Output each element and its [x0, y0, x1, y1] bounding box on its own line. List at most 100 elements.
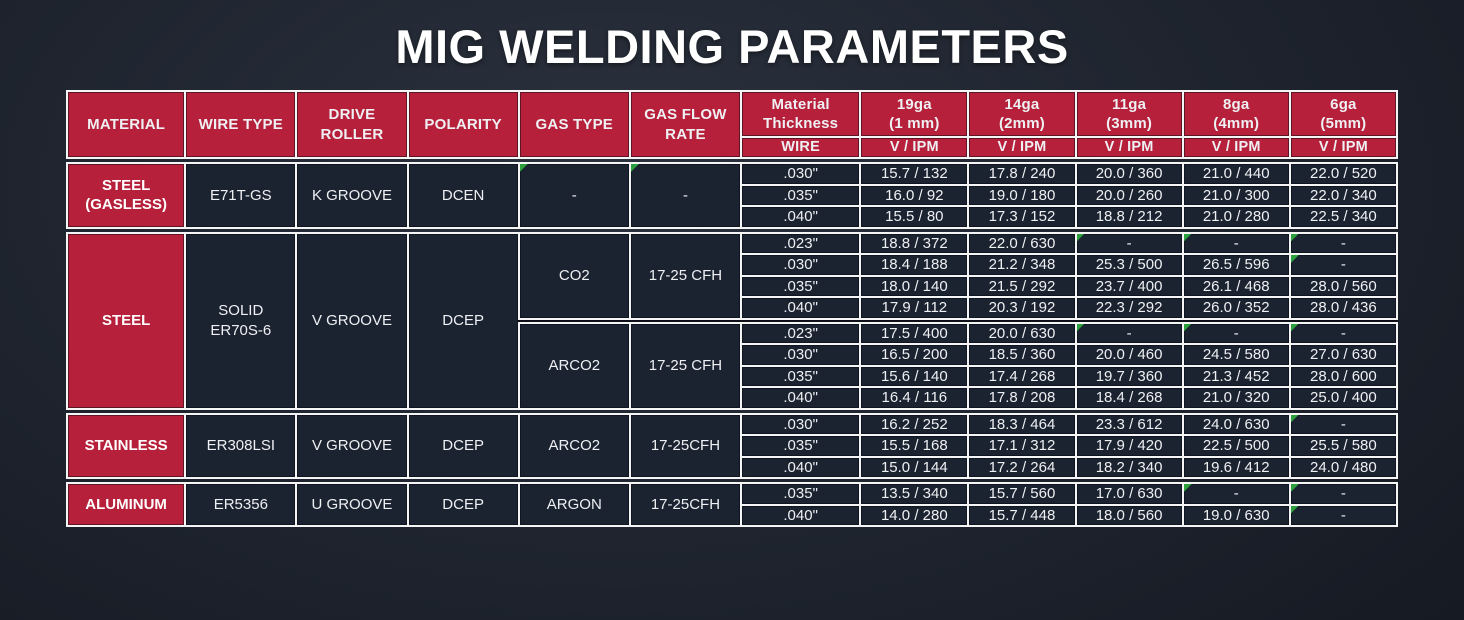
table-row: STEEL SOLID ER70S-6 V GROOVE DCEP CO2 17-25 C…: [65, 231, 1399, 410]
table-row: .040" 16.4 / 116 17.8 / 208 18.4 / 268 21.0 …: [67, 386, 1399, 410]
wire-type-cell: ER5356: [184, 482, 298, 528]
value-cell: 16.0 / 92: [859, 183, 970, 208]
value-cell: 27.0 / 630: [1288, 343, 1399, 367]
value-cell: 22.0 / 630: [967, 231, 1077, 256]
page: MIG WELDING PARAMETERS MATERIAL WIRE TYPE…: [0, 20, 1464, 528]
wire-size-cell: .035": [740, 434, 862, 458]
value-cell: 23.3 / 612: [1074, 412, 1184, 437]
table-row: ALUMINUM ER5356 U GROOVE DCEP ARGON 17-25CFH.…: [65, 482, 1399, 528]
section-steel: STEEL SOLID ER70S-6 V GROOVE DCEP CO2 17-25 C…: [65, 231, 1399, 410]
value-cell: 16.5 / 200: [859, 343, 970, 367]
value-cell: 22.0 / 520: [1288, 162, 1399, 186]
value-cell: 26.1 / 468: [1181, 274, 1291, 299]
value-cell: -: [1288, 482, 1399, 506]
value-cell: 18.4 / 188: [859, 253, 970, 277]
value-cell: 26.5 / 596: [1181, 253, 1291, 277]
value-cell: 24.0 / 630: [1181, 412, 1291, 437]
col-subheader-v-ipm: V / IPM: [1288, 136, 1399, 160]
value-cell: 15.5 / 80: [859, 205, 970, 229]
value-cell: 16.2 / 252: [859, 412, 970, 437]
value-cell: 17.1 / 312: [967, 434, 1077, 458]
col-header-material-thickness: Material Thickness: [740, 90, 862, 139]
value-cell: 18.2 / 340: [1074, 455, 1184, 480]
col-header-wire-type: WIRE TYPE: [184, 90, 298, 160]
wire-size-cell: .023": [740, 231, 862, 256]
flow-rate-cell: 17-25 CFH: [628, 317, 743, 410]
value-cell: 15.7 / 448: [967, 503, 1077, 528]
value-cell: 22.3 / 292: [1074, 296, 1184, 322]
note-marker-icon: [1291, 326, 1299, 332]
wire-size-cell: .030": [740, 343, 862, 367]
value-cell: 17.9 / 112: [859, 296, 970, 322]
page-title: MIG WELDING PARAMETERS: [395, 20, 1069, 73]
drive-roller-cell: V GROOVE: [295, 231, 409, 410]
drive-roller-cell: U GROOVE: [295, 482, 409, 528]
col-header-14ga: 14ga (2mm): [967, 90, 1077, 139]
value-cell: 18.8 / 212: [1074, 205, 1184, 229]
col-subheader-v-ipm: V / IPM: [859, 136, 970, 160]
table-row: ARCO2 17-25 CFH .023" 17.5 / 400 20.0 / 630-…: [67, 317, 1399, 410]
col-header-11ga: 11ga (3mm): [1074, 90, 1184, 139]
gas-type-cell: ARCO2: [517, 317, 631, 410]
value-cell: 17.8 / 208: [967, 386, 1077, 410]
value-cell: 18.8 / 372: [859, 231, 970, 256]
value-cell: 19.0 / 630: [1181, 503, 1291, 528]
value-cell: -: [1288, 231, 1399, 256]
col-header-gas-type: GAS TYPE: [517, 90, 631, 160]
value-cell: -: [1288, 317, 1399, 346]
note-marker-icon: [520, 165, 528, 173]
note-marker-icon: [1077, 234, 1085, 242]
wire-size-cell: .030": [740, 412, 862, 437]
header-table: MATERIAL WIRE TYPE DRIVE ROLLER POLARITY GAS…: [65, 90, 1399, 160]
wire-size-cell: .035": [740, 482, 862, 506]
value-cell: 21.0 / 300: [1181, 183, 1291, 208]
wire-size-cell: .040": [740, 386, 862, 410]
value-cell: 21.3 / 452: [1181, 364, 1291, 389]
note-marker-icon: [631, 165, 639, 173]
polarity-cell: DCEP: [406, 412, 520, 480]
material-cell: STEEL (GASLESS): [65, 162, 187, 229]
value-cell: 24.5 / 580: [1181, 343, 1291, 367]
value-cell: 15.7 / 560: [967, 482, 1077, 506]
polarity-cell: DCEP: [406, 231, 520, 410]
note-marker-icon: [1184, 234, 1192, 242]
col-header-19ga: 19ga (1 mm): [859, 90, 970, 139]
value-cell: 18.3 / 464: [967, 412, 1077, 437]
value-cell: 21.2 / 348: [967, 253, 1077, 277]
value-cell: 19.7 / 360: [1074, 364, 1184, 389]
wire-type-cell: SOLID ER70S-6: [184, 231, 298, 410]
col-subheader-v-ipm: V / IPM: [1074, 136, 1184, 160]
flow-rate-cell: 17-25 CFH: [628, 231, 743, 322]
value-cell: 21.0 / 320: [1181, 386, 1291, 410]
wire-size-cell: .035": [740, 274, 862, 299]
value-cell: 18.0 / 140: [859, 274, 970, 299]
value-cell: -: [1288, 253, 1399, 277]
value-cell: 19.6 / 412: [1181, 455, 1291, 480]
value-cell: -: [1181, 317, 1291, 346]
value-cell: 13.5 / 340: [859, 482, 970, 506]
value-cell: 18.0 / 560: [1074, 503, 1184, 528]
note-marker-icon: [1077, 326, 1085, 332]
value-cell: 26.0 / 352: [1181, 296, 1291, 322]
gas-type-cell: -: [517, 162, 631, 229]
table-row: .035" 15.6 / 140 17.4 / 268 19.7 / 360 21.3 …: [67, 364, 1399, 389]
value-cell: 25.5 / 580: [1288, 434, 1399, 458]
value-cell: 17.8 / 240: [967, 162, 1077, 186]
value-cell: 17.9 / 420: [1074, 434, 1184, 458]
value-cell: 15.0 / 144: [859, 455, 970, 480]
value-cell: 17.4 / 268: [967, 364, 1077, 389]
value-cell: 21.0 / 440: [1181, 162, 1291, 186]
value-cell: 24.0 / 480: [1288, 455, 1399, 480]
value-cell: 20.0 / 630: [967, 317, 1077, 346]
value-cell: 15.6 / 140: [859, 364, 970, 389]
table-row: .040" 15.5 / 80 17.3 / 152 18.8 / 212 21.0 /…: [67, 205, 1399, 229]
value-cell: 20.0 / 460: [1074, 343, 1184, 367]
value-cell: 25.3 / 500: [1074, 253, 1184, 277]
value-cell: 17.2 / 264: [967, 455, 1077, 480]
value-cell: 14.0 / 280: [859, 503, 970, 528]
value-cell: 25.0 / 400: [1288, 386, 1399, 410]
value-cell: 21.0 / 280: [1181, 205, 1291, 229]
parameters-table: MATERIAL WIRE TYPE DRIVE ROLLER POLARITY GAS…: [65, 90, 1399, 528]
value-cell: 20.3 / 192: [967, 296, 1077, 322]
value-cell: 22.5 / 500: [1181, 434, 1291, 458]
